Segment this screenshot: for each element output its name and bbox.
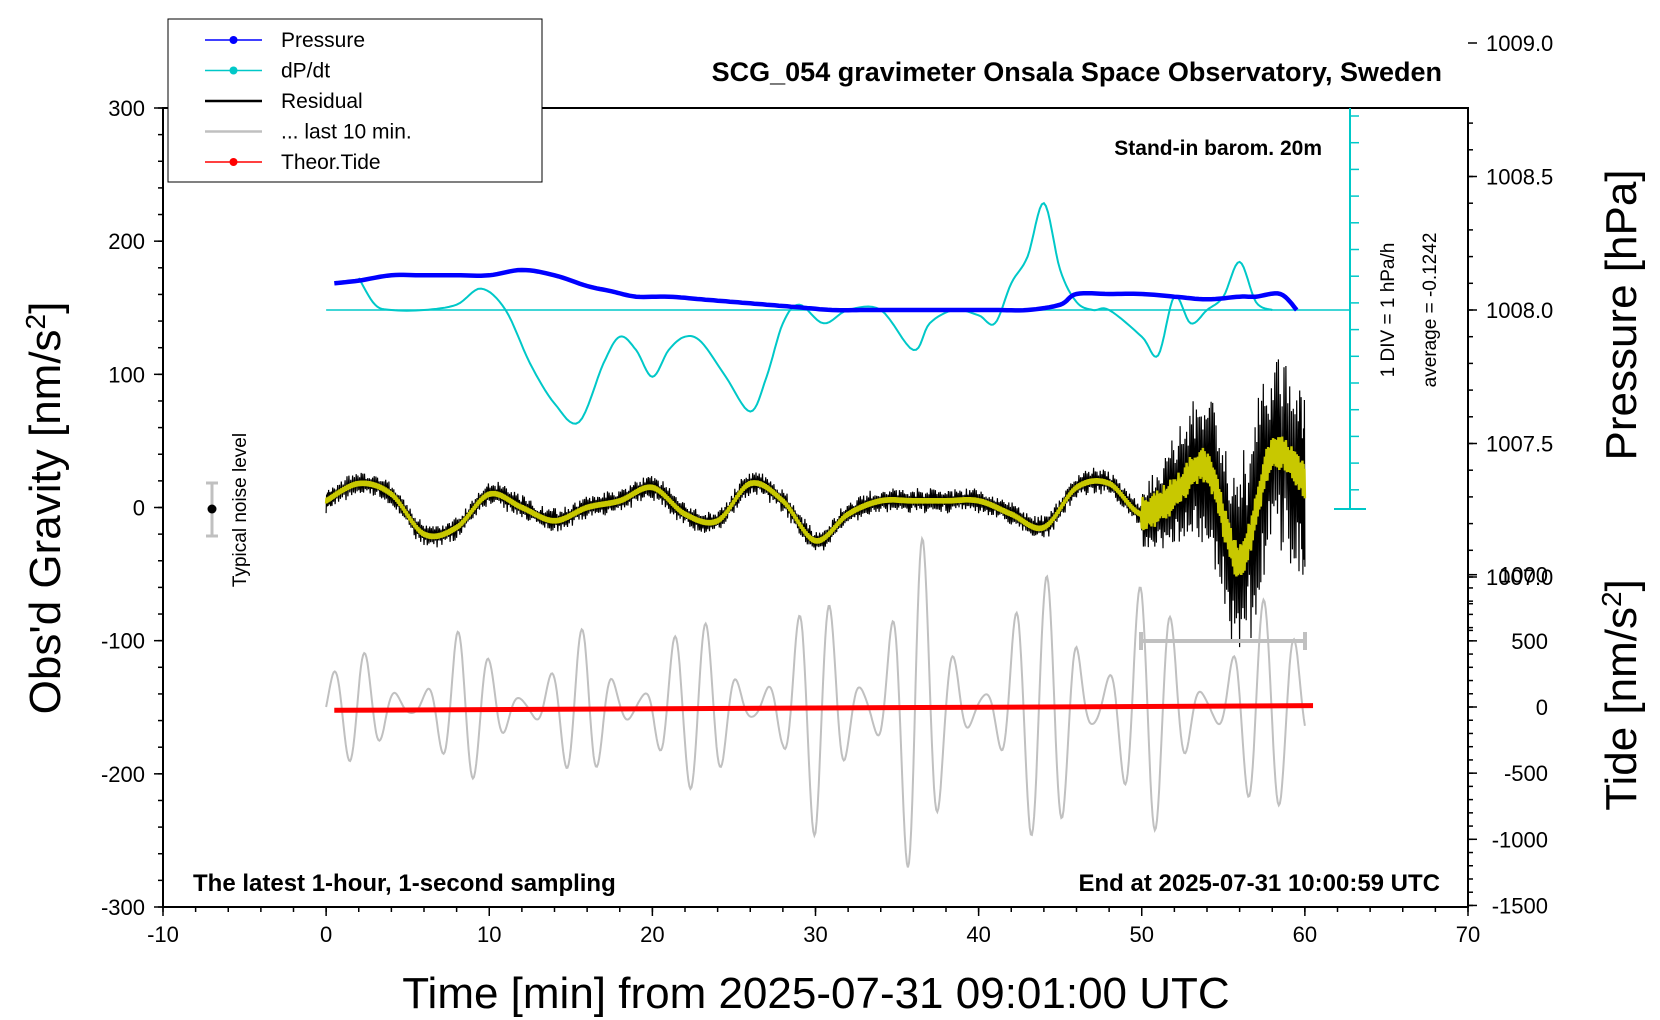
x-tick-label: 30 — [803, 922, 827, 947]
dpdt-scale-bar — [1334, 108, 1366, 510]
y-axis-title-tide: Tide [nm/s2] — [1596, 579, 1647, 811]
residual-smoothed-line — [324, 436, 1307, 577]
y-tick-label: 300 — [108, 96, 145, 121]
tide-tick-label: 500 — [1511, 629, 1548, 654]
last-10-min-range-bar — [1139, 632, 1307, 650]
y-tick-label: 0 — [133, 496, 145, 521]
axis-ticks: -10 0 10 20 30 40 50 60 703002001000-100-200-300… — [101, 31, 1553, 947]
legend-label: Residual — [281, 90, 363, 113]
last-10-min-series — [325, 535, 1306, 868]
bottom-left-note: The latest 1-hour, 1-second sampling — [193, 870, 616, 897]
div-label: 1 DIV = 1 hPa/h — [1378, 243, 1399, 378]
x-tick-label: 60 — [1293, 922, 1317, 947]
pressure-tick-label: 1009.0 — [1486, 31, 1553, 56]
legend-swatch-marker — [229, 158, 238, 166]
y-tick-label: -100 — [101, 629, 145, 654]
legend-label: Theor.Tide — [281, 151, 381, 174]
theor-tide-line — [334, 703, 1314, 713]
bottom-right-note: End at 2025-07-31 10:00:59 UTC — [1079, 870, 1441, 897]
x-tick-label: 20 — [640, 922, 664, 947]
tide-tick-label: 0 — [1536, 695, 1548, 720]
residual-series — [324, 359, 1307, 648]
average-label: average = -0.1242 — [1420, 233, 1441, 388]
x-tick-label: 10 — [477, 922, 501, 947]
x-tick-label: 40 — [966, 922, 990, 947]
tide-tick-label: -1000 — [1492, 827, 1548, 852]
pressure-line — [334, 267, 1299, 313]
dpdt-series — [326, 201, 1350, 425]
pressure-tick-label: 1008.5 — [1486, 165, 1553, 190]
legend-label: Pressure — [281, 29, 365, 52]
theor-tide-series — [334, 703, 1314, 713]
barometer-note: Stand-in barom. 20m — [1114, 137, 1322, 160]
pressure-series — [334, 267, 1299, 313]
legend-label: ... last 10 min. — [281, 121, 412, 144]
x-tick-label: 0 — [320, 922, 332, 947]
tide-tick-label: -1500 — [1492, 893, 1548, 918]
x-tick-label: 50 — [1130, 922, 1154, 947]
tide-tick-label: -500 — [1504, 761, 1548, 786]
plot-frame — [162, 107, 1469, 908]
legend-label: dP/dt — [281, 60, 330, 83]
y-tick-label: -200 — [101, 762, 145, 787]
tide-tick-label: 1000 — [1499, 563, 1548, 588]
y-axis-title-left: Obs'd Gravity [nm/s2] — [20, 302, 71, 715]
noise-level-marker — [206, 481, 218, 538]
last-10-min-line — [325, 535, 1306, 868]
pressure-tick-label: 1007.5 — [1486, 432, 1553, 457]
y-tick-label: 100 — [108, 362, 145, 387]
legend-swatch-marker — [229, 36, 238, 44]
y-axis-title-pressure: Pressure [hPa] — [1597, 169, 1646, 460]
dpdt-line — [357, 201, 1273, 425]
legend: Pressure dP/dt Residual ... last 10 min. The… — [167, 18, 543, 183]
pressure-tick-label: 1007.0 — [1486, 565, 1553, 590]
legend-swatch-marker — [229, 66, 238, 75]
y-tick-label: -300 — [101, 895, 145, 920]
x-tick-label: 70 — [1456, 922, 1480, 947]
x-axis-title: Time [min] from 2025-07-31 09:01:00 UTC — [402, 969, 1229, 1018]
noise-level-label: Typical noise level — [230, 433, 251, 587]
x-tick-label: -10 — [147, 922, 179, 947]
pressure-tick-label: 1008.0 — [1486, 298, 1553, 323]
chart-title: SCG_054 gravimeter Onsala Space Observat… — [712, 57, 1442, 87]
y-tick-label: 200 — [108, 229, 145, 254]
residual-line — [325, 359, 1306, 648]
